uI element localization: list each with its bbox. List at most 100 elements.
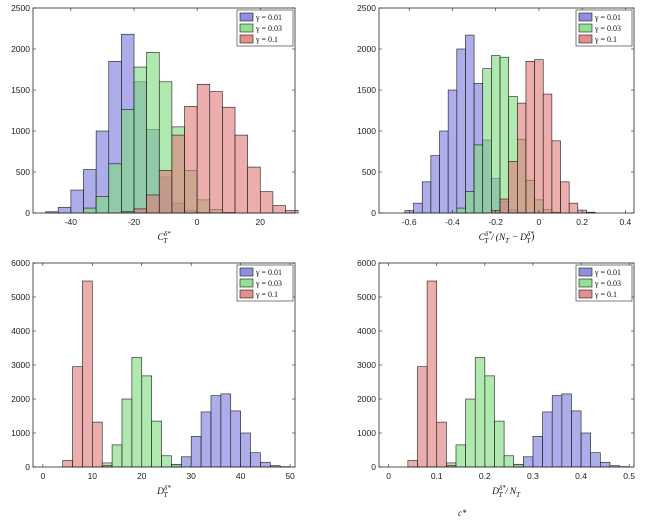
y-tick-label: 1500 [357,85,376,95]
x-tick-label: 0.4 [619,217,631,227]
histogram-bar [190,436,202,468]
y-tick-label: 2000 [11,394,30,404]
histogram-bar [499,56,509,214]
histogram-bar [83,169,97,214]
y-tick-label: 2000 [357,44,376,54]
histogram-panel-bottom-left: 0 1000 2000 3000 4000 5000 6000 0 10 20 30 40 50 Dδ* T… [11,258,296,499]
legend-swatch-red [239,34,254,44]
y-tick-label: 3000 [357,360,376,370]
histogram-panel-bottom-right: 0 1000 2000 3000 4000 5000 6000 0 0.1 0.2 0.3 0.4 0.… [357,258,635,499]
series-red [121,83,299,214]
y-tick-label: 500 [362,167,376,177]
x-tick-label: 0.4 [575,471,587,481]
x-tick-label: -40 [65,217,78,227]
x-tick-label: 40 [236,471,246,481]
legend-swatch-green [239,23,254,33]
histogram-bar [413,202,423,214]
histogram-bar [259,191,274,214]
legend: γ = 0.01 γ = 0.03 γ = 0.1 [575,9,633,47]
x-tick-label: 50 [285,471,295,481]
legend-label: γ = 0.1 [594,35,617,44]
x-tick-label: -20 [128,217,141,227]
y-tick-label: 3000 [11,360,30,370]
histogram-bar [57,206,72,214]
histogram-bar [121,398,133,468]
histogram-bar [131,357,143,468]
histogram-bar [491,55,501,214]
histogram-bar [161,455,172,468]
histogram-bar [95,196,110,214]
y-tick-label: 2000 [11,44,30,54]
histogram-bar [220,393,232,468]
histogram-bar [184,106,198,214]
x-tick-label: 30 [186,471,196,481]
histogram-bar [436,421,447,468]
histogram-bar [532,436,543,468]
x-axis-label: Dδ* T [156,484,171,499]
histogram-bar [146,51,160,214]
y-tick-label: 1500 [11,85,30,95]
y-tick-label: 0 [25,462,30,472]
histogram-bar [141,375,152,468]
figure-caption: c* [458,508,467,518]
histogram-bar [171,463,182,468]
histogram-bar [455,444,466,468]
histogram-bar [83,207,97,214]
y-tick-label: 500 [16,167,30,177]
histogram-bar [473,144,484,214]
histogram-bar [525,60,535,214]
histogram-bar [151,420,162,468]
legend-swatch-red [578,289,593,299]
legend-label: γ = 0.01 [594,268,621,277]
histogram-bar [222,106,236,214]
axes-frame [32,7,296,214]
histogram-bar [247,166,261,214]
y-tick-label: 2500 [11,3,30,13]
histogram-bar [133,208,147,214]
histogram-bar [72,366,83,468]
y-tick-label: 0 [371,208,376,218]
legend-swatch-red [578,34,593,44]
x-tick-label: 20 [256,217,266,227]
histogram-bar [181,456,192,468]
x-tick-label: -0.6 [402,217,417,227]
histogram-panel-top-left: 0 500 1000 1500 2000 2500 -40 -20 0 20 Cδ* T γ = 0.… [11,3,299,245]
y-tick-label: 5000 [357,292,376,302]
legend-label: γ = 0.1 [594,290,617,299]
histogram-bar [250,452,261,468]
legend: γ = 0.01 γ = 0.03 γ = 0.1 [236,264,294,302]
histogram-bar [517,102,527,214]
histogram-bar [171,134,185,214]
histogram-bar [426,280,438,468]
x-axis-label: Dδ* T / NT [491,484,521,499]
legend-swatch-blue [239,12,254,22]
histogram-bar [111,444,123,468]
histogram-bar [551,395,563,468]
histogram-panel-top-right: 0 500 1000 1500 2000 2500 -0.6 -0.4 -0.2 0 0.2 0.4 C… [357,3,635,245]
histogram-bar [82,280,93,468]
histogram-bar [484,375,495,468]
y-tick-label: 1000 [357,428,376,438]
legend-label: γ = 0.1 [255,290,278,299]
histogram-bar [482,68,492,214]
legend-label: γ = 0.03 [594,24,621,33]
histogram-bar [494,420,505,468]
histogram-bar [503,455,515,468]
legend-label: γ = 0.01 [594,13,621,22]
axes-frame [378,7,635,214]
legend-swatch-green [578,278,593,288]
histogram-bar [551,140,561,214]
legend-label: γ = 0.03 [594,279,621,288]
legend-swatch-green [578,23,593,33]
histogram-bar [465,191,475,214]
histogram-bar [542,93,553,214]
histogram-bar [456,48,466,214]
y-tick-label: 1000 [11,126,30,136]
histogram-bar [196,83,211,214]
histogram-bar [92,421,103,468]
histogram-bar [240,432,251,468]
histogram-bar [234,134,248,214]
y-tick-label: 4000 [357,326,376,336]
histogram-bar [523,456,534,468]
series-green [101,357,182,468]
